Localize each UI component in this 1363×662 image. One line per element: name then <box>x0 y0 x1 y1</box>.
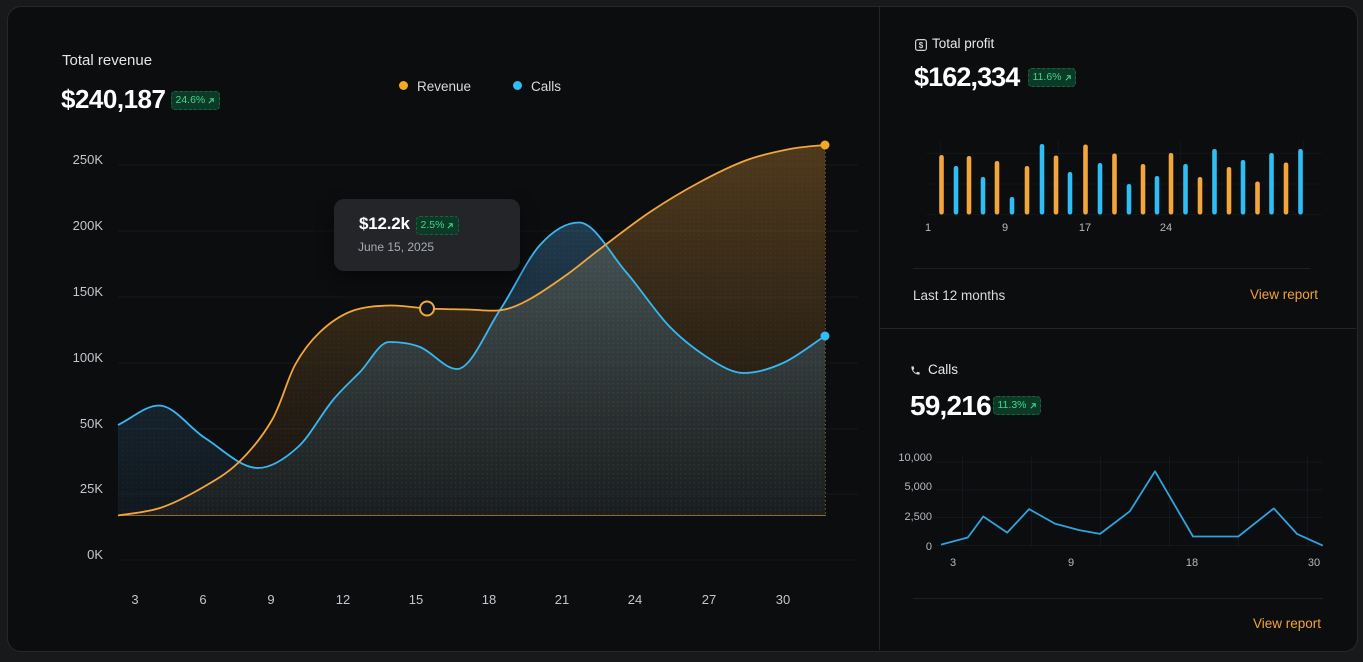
svg-text:$: $ <box>919 41 924 50</box>
